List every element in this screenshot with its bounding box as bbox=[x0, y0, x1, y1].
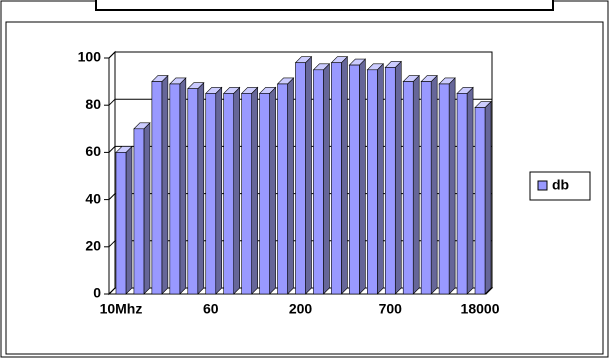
grid-line-side bbox=[108, 240, 116, 248]
y-tick-label: 0 bbox=[93, 285, 101, 301]
grid-line-side bbox=[108, 193, 116, 200]
bar-side bbox=[394, 60, 402, 295]
side-wall bbox=[108, 50, 116, 296]
grid-line-side bbox=[108, 287, 116, 295]
y-tick-label: 80 bbox=[85, 96, 101, 112]
bar bbox=[241, 93, 252, 295]
legend-swatch bbox=[537, 180, 548, 191]
x-tick-label: 200 bbox=[289, 301, 313, 317]
bar-side bbox=[287, 77, 294, 295]
x-tick-label: 60 bbox=[203, 301, 219, 317]
bar bbox=[277, 83, 288, 295]
bar-side bbox=[323, 63, 330, 295]
bar bbox=[384, 67, 396, 295]
bar-side bbox=[251, 86, 258, 295]
x-tick-label: 10Mhz bbox=[100, 301, 143, 317]
bar bbox=[205, 93, 217, 295]
bar bbox=[349, 64, 360, 295]
bar-side bbox=[233, 86, 240, 295]
bar bbox=[295, 62, 306, 295]
bar-side bbox=[341, 55, 348, 295]
bar bbox=[402, 81, 414, 295]
bar bbox=[223, 93, 234, 295]
bar-side bbox=[161, 74, 169, 295]
bar-side bbox=[305, 55, 312, 295]
bar-side bbox=[269, 86, 276, 295]
bar-side bbox=[466, 86, 474, 295]
bar-side bbox=[448, 77, 456, 295]
bar bbox=[187, 88, 199, 295]
bar bbox=[331, 62, 342, 295]
y-tick-label: 60 bbox=[85, 143, 101, 159]
x-tick-label: 18000 bbox=[461, 301, 500, 317]
bar bbox=[456, 93, 468, 295]
bar bbox=[313, 69, 324, 295]
bar bbox=[259, 93, 270, 295]
title-box bbox=[95, 0, 554, 11]
bar-side bbox=[484, 100, 492, 295]
bar bbox=[420, 81, 432, 295]
bar-side bbox=[377, 63, 384, 295]
bar bbox=[151, 81, 163, 295]
y-tick-label: 20 bbox=[85, 238, 101, 254]
bar-side bbox=[179, 77, 187, 295]
y-tick-label: 40 bbox=[85, 190, 101, 206]
x-tick-label: 700 bbox=[379, 301, 403, 317]
bar bbox=[169, 83, 181, 295]
bar-side bbox=[125, 145, 133, 295]
bar-side bbox=[143, 122, 151, 295]
bar-side bbox=[430, 74, 438, 295]
bar bbox=[115, 152, 127, 295]
bar-side bbox=[197, 81, 205, 295]
bar-side bbox=[412, 74, 420, 295]
grid-line-side bbox=[108, 98, 116, 106]
y-tick-label: 100 bbox=[78, 49, 102, 65]
grid-line-side bbox=[108, 51, 116, 59]
bar-side bbox=[359, 58, 366, 295]
bar-side bbox=[215, 86, 223, 295]
bar bbox=[438, 83, 450, 295]
grid-line-side bbox=[108, 146, 116, 153]
bar bbox=[367, 69, 378, 295]
bar bbox=[474, 107, 486, 295]
bar bbox=[133, 128, 145, 295]
legend-label: db bbox=[552, 177, 569, 193]
